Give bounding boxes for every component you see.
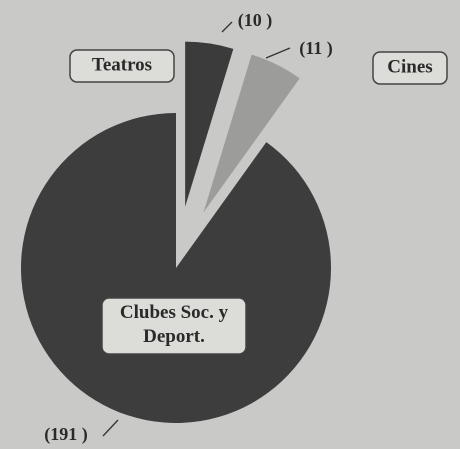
category-label-line: Deport. bbox=[143, 326, 205, 347]
category-label: Clubes Soc. y Deport. bbox=[120, 302, 229, 347]
category-label: Cines bbox=[387, 56, 432, 77]
value-label: (191 ) bbox=[44, 424, 88, 445]
pie-slice bbox=[203, 54, 300, 213]
label-box bbox=[69, 49, 175, 83]
pie-slice bbox=[185, 41, 234, 207]
value-label: (10 ) bbox=[238, 10, 273, 31]
label-box bbox=[372, 51, 448, 85]
label-box bbox=[101, 297, 247, 355]
leader-line bbox=[221, 21, 233, 33]
category-label-line: Clubes Soc. y bbox=[120, 302, 229, 323]
pie-slice bbox=[20, 112, 331, 423]
category-label: Teatros bbox=[92, 54, 152, 75]
leader-line bbox=[102, 419, 119, 437]
leader-line bbox=[265, 47, 291, 59]
value-label: (11 ) bbox=[299, 38, 333, 59]
